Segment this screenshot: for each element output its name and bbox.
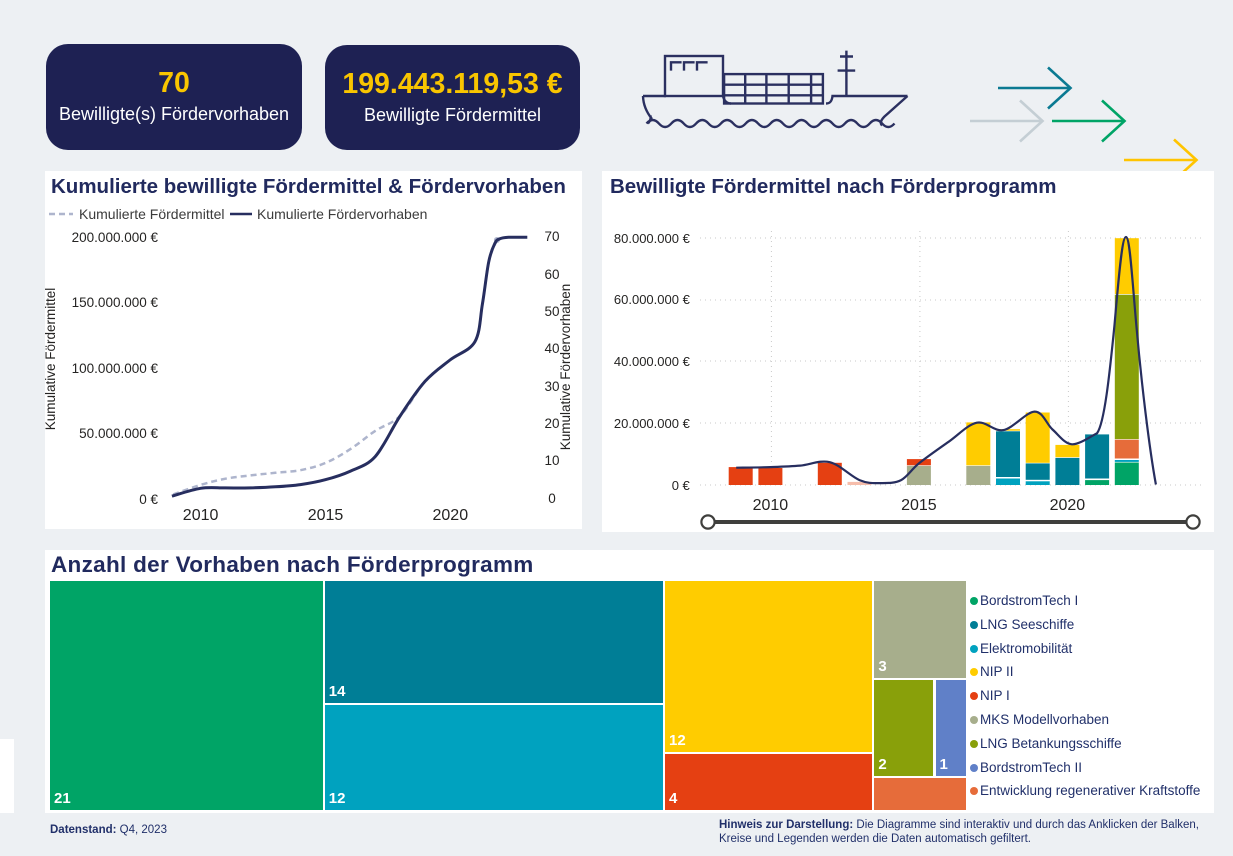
svg-text:0 €: 0 € [672, 478, 691, 493]
svg-text:80.000.000 €: 80.000.000 € [614, 231, 691, 246]
svg-text:0 €: 0 € [139, 492, 158, 507]
svg-text:Kumulative Fördermittel: Kumulative Fördermittel [45, 288, 58, 431]
svg-text:2020: 2020 [1050, 497, 1086, 514]
svg-text:60.000.000 €: 60.000.000 € [614, 292, 691, 307]
svg-text:200.000.000 €: 200.000.000 € [72, 230, 159, 245]
svg-text:2015: 2015 [308, 507, 344, 524]
svg-text:40.000.000 €: 40.000.000 € [614, 354, 691, 369]
svg-text:50.000.000 €: 50.000.000 € [79, 426, 158, 441]
svg-text:2015: 2015 [901, 497, 937, 514]
svg-text:Kumulative Fördervorhaben: Kumulative Fördervorhaben [558, 284, 573, 451]
svg-text:Kumulierte Fördermittel: Kumulierte Fördermittel [79, 206, 225, 222]
svg-text:150.000.000 €: 150.000.000 € [72, 295, 159, 310]
svg-text:Kumulierte Fördervorhaben: Kumulierte Fördervorhaben [257, 206, 427, 222]
svg-text:2020: 2020 [433, 507, 469, 524]
svg-text:30: 30 [544, 379, 559, 394]
svg-text:2010: 2010 [183, 507, 219, 524]
svg-text:50: 50 [544, 304, 559, 319]
svg-text:70: 70 [544, 229, 559, 244]
svg-text:20: 20 [544, 416, 559, 431]
svg-text:40: 40 [544, 341, 559, 356]
svg-text:2010: 2010 [753, 497, 789, 514]
svg-text:0: 0 [548, 491, 556, 506]
svg-text:100.000.000 €: 100.000.000 € [72, 361, 159, 376]
svg-text:60: 60 [544, 267, 559, 282]
svg-text:10: 10 [544, 453, 559, 468]
svg-text:20.000.000 €: 20.000.000 € [614, 416, 691, 431]
